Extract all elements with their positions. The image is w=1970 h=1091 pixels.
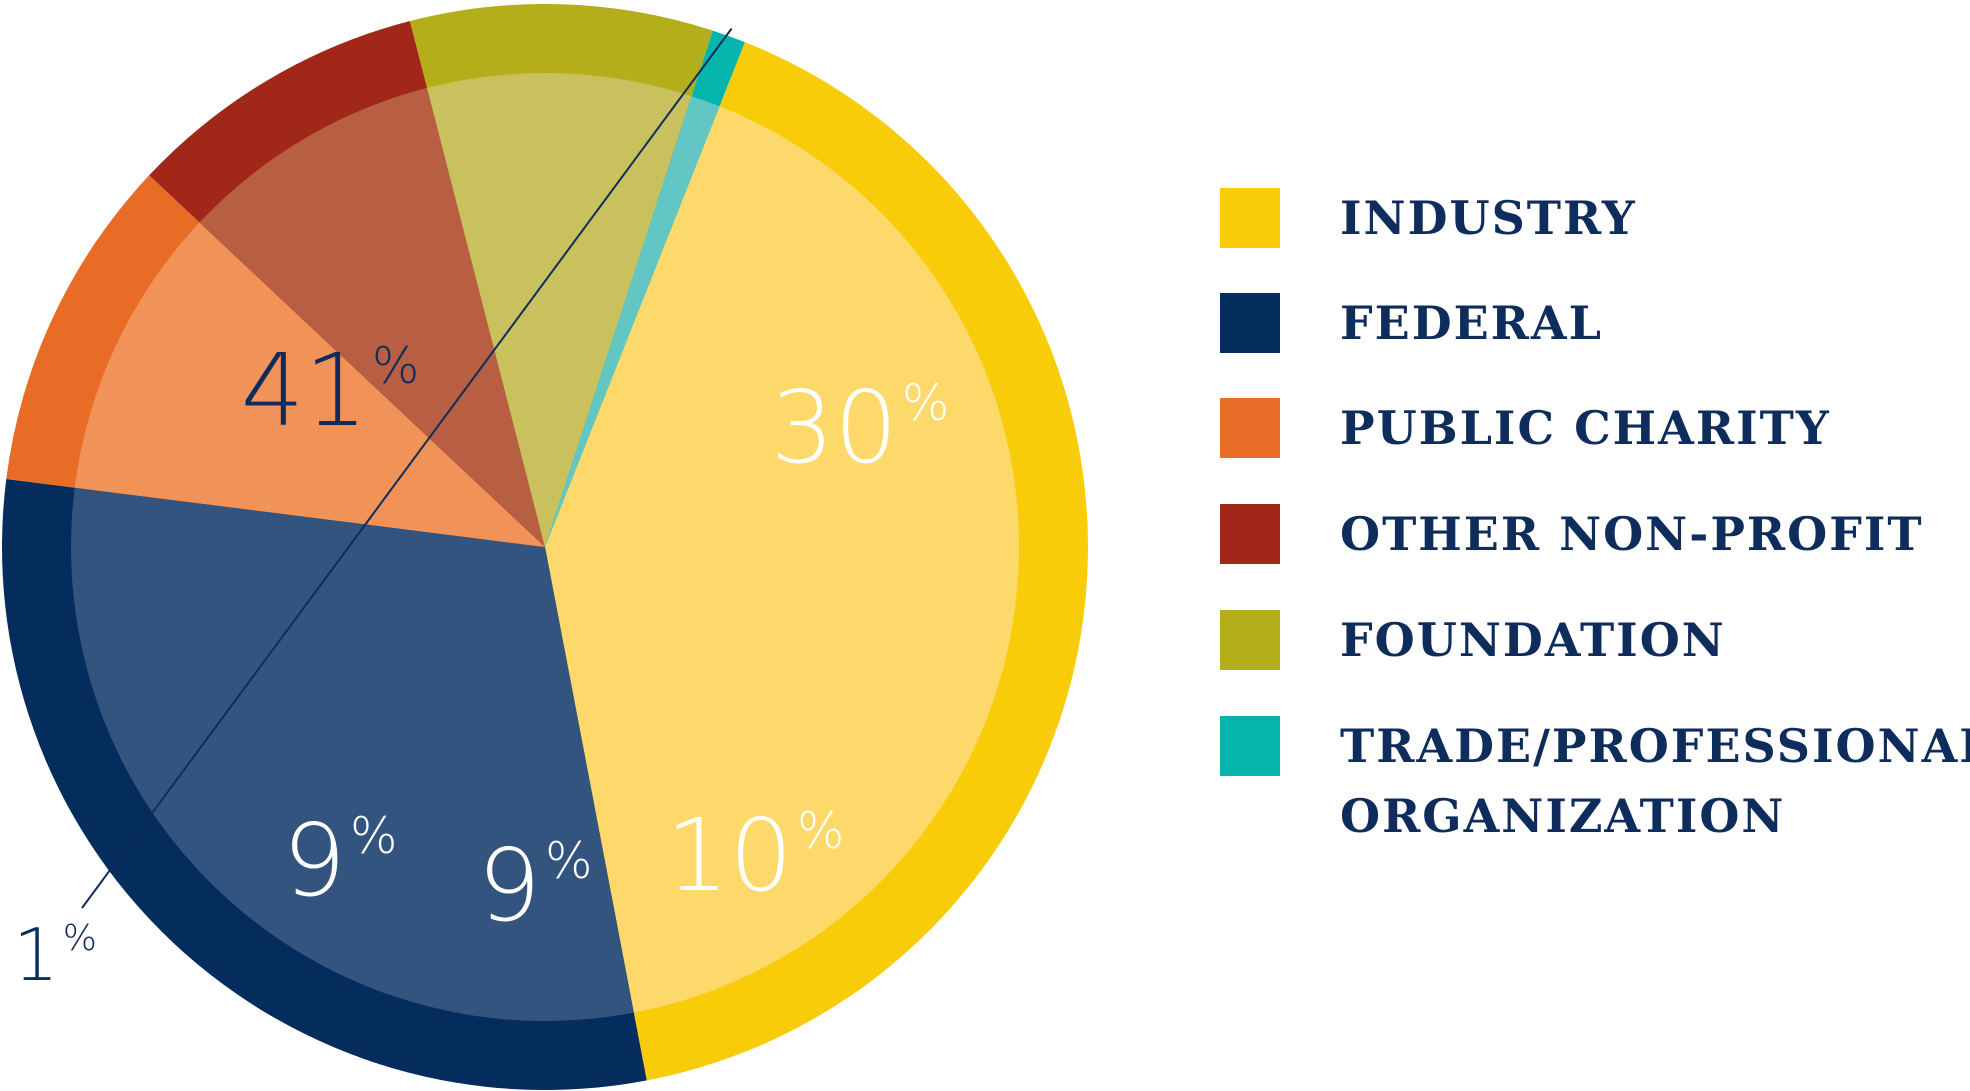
- legend-label-foundation: FOUNDATION: [1340, 613, 1726, 667]
- slice-label-public-charity: 10%: [666, 797, 845, 914]
- slice-label-foundation: 9%: [282, 802, 397, 919]
- legend-label-other-non-profit: OTHER NON-PROFIT: [1340, 507, 1924, 561]
- legend-label-federal: FEDERAL: [1340, 296, 1603, 350]
- pie-group: [1, 4, 1088, 1090]
- slice-inner-trade-professional-organization: [545, 96, 720, 547]
- legend-item-trade-professional-organization: TRADE/PROFESSIONAL ORGANIZATION: [1220, 716, 1970, 843]
- legend-label-trade-professional-organization: TRADE/PROFESSIONAL ORGANIZATION: [1340, 719, 1970, 843]
- legend-label-public-charity: PUBLIC CHARITY: [1340, 401, 1831, 455]
- legend-swatch-foundation: [1220, 610, 1280, 670]
- slice-inner-industry: [545, 106, 1019, 1013]
- legend-item-foundation: FOUNDATION: [1220, 610, 1726, 670]
- legend-item-federal: FEDERAL: [1220, 293, 1603, 353]
- legend-item-other-non-profit: OTHER NON-PROFIT: [1220, 504, 1924, 564]
- slice-label-federal: 30%: [771, 369, 950, 486]
- slice-inner-other-non-profit: [199, 87, 545, 547]
- legend-item-industry: INDUSTRY: [1220, 188, 1637, 248]
- legend-label-industry: INDUSTRY: [1340, 191, 1637, 245]
- legend-item-public-charity: PUBLIC CHARITY: [1220, 398, 1831, 458]
- slice-inner-public-charity: [74, 222, 546, 547]
- slice-inner-federal: [71, 487, 634, 1021]
- slice-label-industry: 41%: [241, 332, 420, 449]
- legend-swatch-trade-professional-organization: [1220, 716, 1280, 776]
- leader-line-trade-professional: [81, 28, 733, 909]
- legend-swatch-federal: [1220, 293, 1280, 353]
- slice-inner-foundation: [427, 72, 692, 547]
- slice-label-trade-professional-organization: 1%: [13, 913, 97, 997]
- slice-label-other-non-profit: 9%: [477, 827, 592, 944]
- legend-swatch-other-non-profit: [1220, 504, 1280, 564]
- legend-swatch-public-charity: [1220, 398, 1280, 458]
- legend: INDUSTRY FEDERAL PUBLIC CHARITY OTHER NON-P…: [1220, 188, 1970, 843]
- legend-swatch-industry: [1220, 188, 1280, 248]
- slice-labels: 41% 30% 10% 9% 9% 1%: [13, 28, 950, 997]
